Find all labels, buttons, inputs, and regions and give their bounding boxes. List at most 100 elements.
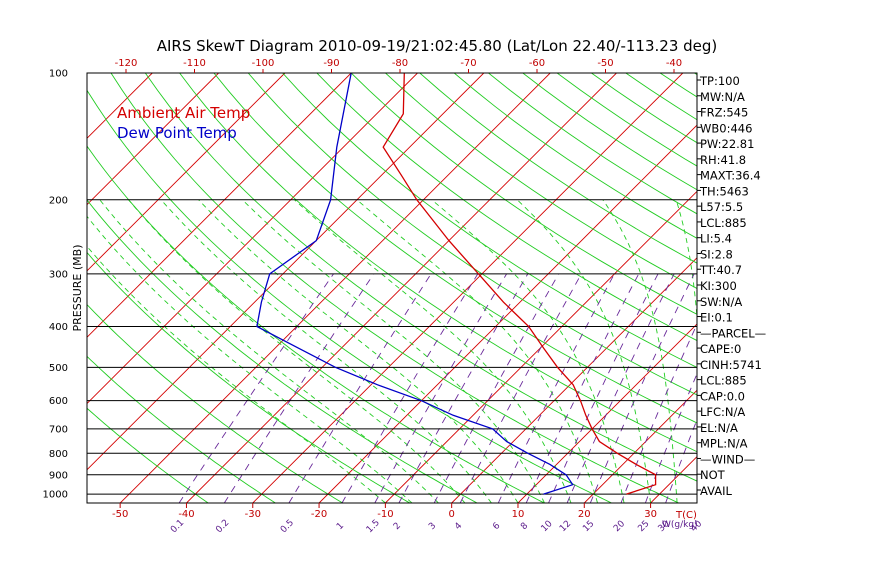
pressure-tick-label: 800 — [49, 449, 68, 460]
pressure-tick-label: 100 — [49, 69, 68, 80]
mixing-ratio-tick-label: 10 — [540, 519, 555, 534]
index-entry: —WIND— — [700, 453, 755, 467]
mixing-ratio-tick-label: 6 — [491, 521, 502, 532]
moist-adiabat-line — [100, 200, 439, 503]
mixing-ratio-tick-label: 8 — [519, 521, 530, 532]
index-entry: CINH:5741 — [700, 358, 762, 372]
pressure-tick-label: 600 — [49, 396, 68, 407]
index-entry: FRZ:545 — [700, 106, 748, 120]
mixing-ratio-tick-label: 1.5 — [365, 518, 382, 535]
index-entry: LFC:N/A — [700, 405, 745, 419]
index-entry: LI:5.4 — [700, 232, 732, 246]
mixing-ratio-line — [342, 274, 478, 503]
index-entry: TT:40.7 — [699, 263, 742, 277]
mixing-ratio-line — [399, 274, 528, 503]
pressure-tick-label: 300 — [49, 269, 68, 280]
moist-adiabat-line — [74, 200, 412, 503]
mixing-ratio-tick-label: 4 — [453, 521, 464, 532]
moist-adiabat-line — [357, 200, 598, 503]
index-entry: PW:22.81 — [700, 137, 754, 151]
mixing-ratio-tick-label: 25 — [636, 519, 651, 534]
mixing-ratio-tick-label: 12 — [558, 519, 573, 534]
top-temp-tick-label: -50 — [597, 58, 613, 69]
pressure-tick-label: 900 — [49, 470, 68, 481]
bottom-temp-tick-label: -10 — [377, 509, 393, 520]
mixing-ratio-tick-label: 3 — [427, 521, 438, 532]
mixing-ratio-tick-label: 0.1 — [169, 518, 186, 535]
index-entry: L57:5.5 — [700, 200, 743, 214]
top-temp-tick-label: -100 — [252, 58, 275, 69]
mixing-ratio-tick-label: 0.2 — [214, 518, 231, 535]
top-temp-tick-label: -90 — [323, 58, 339, 69]
index-entry: AVAIL — [700, 484, 733, 498]
mixing-ratio-tick-label: 15 — [581, 519, 596, 534]
legend-dew-point-temp: Dew Point Temp — [117, 124, 237, 142]
index-entry: CAPE:0 — [700, 342, 741, 356]
top-temp-tick-label: -60 — [529, 58, 545, 69]
top-temp-tick-label: -70 — [460, 58, 476, 69]
bottom-temp-tick-label: -50 — [112, 509, 128, 520]
index-entry: MW:N/A — [700, 90, 745, 104]
mixing-ratio-tick-label: 2 — [392, 521, 403, 532]
dry-adiabat-line — [489, 73, 870, 503]
pressure-tick-label: 400 — [49, 322, 68, 333]
mixing-ratio-line — [549, 274, 659, 503]
isotherm-line — [0, 73, 20, 503]
bottom-temp-tick-label: 30 — [644, 509, 657, 520]
mixing-ratio-line — [179, 274, 333, 503]
index-entry: MAXT:36.4 — [700, 169, 761, 183]
isotherm-line — [651, 73, 870, 503]
index-entry: RH:41.8 — [700, 153, 746, 167]
mixing-ratio-line — [567, 274, 674, 503]
index-entry: —PARCEL— — [700, 326, 766, 340]
isotherm-line — [253, 73, 683, 503]
pressure-tick-label: 1000 — [43, 490, 68, 501]
moist-adiabat-line — [51, 200, 386, 503]
bottom-temp-tick-label: -40 — [178, 509, 194, 520]
top-temp-tick-label: -40 — [666, 58, 682, 69]
dry-adiabat-line — [660, 73, 870, 503]
index-entry: SI:2.8 — [700, 248, 733, 262]
moist-adiabat-line — [242, 200, 544, 503]
chart-title: AIRS SkewT Diagram 2010-09-19/21:02:45.8… — [157, 37, 718, 55]
index-entry: MPL:N/A — [700, 437, 748, 451]
index-entry: LCL:885 — [700, 374, 747, 388]
index-entry: EL:N/A — [700, 421, 738, 435]
bottom-temp-tick-label: 0 — [449, 509, 455, 520]
mixing-ratio-tick-label: 20 — [612, 519, 627, 534]
isotherm-line — [452, 73, 870, 503]
index-entry: TP:100 — [699, 74, 740, 88]
index-entry: EI:0.1 — [700, 311, 733, 325]
mixing-ratio-tick-label: 1 — [335, 521, 346, 532]
pressure-tick-label: 700 — [49, 424, 68, 435]
isotherm-line — [319, 73, 749, 503]
dry-adiabat-line — [351, 73, 870, 503]
top-temp-tick-label: -120 — [115, 58, 138, 69]
temperature-profile — [383, 73, 655, 494]
dry-adiabat-line — [386, 73, 870, 503]
index-entry: NOT — [700, 468, 726, 482]
moist-adiabat-line — [161, 200, 491, 503]
index-entry: TH:5463 — [699, 184, 749, 198]
pressure-tick-label: 500 — [49, 363, 68, 374]
y-axis-label: PRESSURE (MB) — [71, 245, 84, 332]
top-temp-tick-label: -80 — [392, 58, 408, 69]
top-temp-tick-label: -110 — [183, 58, 206, 69]
dry-adiabat-line — [248, 73, 870, 503]
mixing-ratio-tick-label: 0.5 — [279, 518, 296, 535]
index-entry: CAP:0.0 — [700, 389, 745, 403]
index-entry: LCL:885 — [700, 216, 747, 230]
isotherm-line — [783, 73, 870, 503]
index-entry: WB0:446 — [700, 121, 752, 135]
mixing-ratio-label: W(g/kg) — [662, 520, 698, 530]
mixing-ratio-line — [434, 274, 559, 503]
pressure-tick-label: 200 — [49, 195, 68, 206]
index-entry: KI:300 — [700, 279, 737, 293]
bottom-temp-tick-label: -20 — [311, 509, 327, 520]
bottom-temp-tick-label: -30 — [245, 509, 261, 520]
bottom-temp-tick-label: 20 — [578, 509, 591, 520]
isotherm-line — [518, 73, 870, 503]
